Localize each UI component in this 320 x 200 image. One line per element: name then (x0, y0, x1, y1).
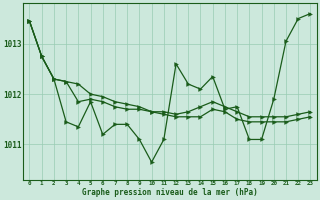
X-axis label: Graphe pression niveau de la mer (hPa): Graphe pression niveau de la mer (hPa) (82, 188, 258, 197)
